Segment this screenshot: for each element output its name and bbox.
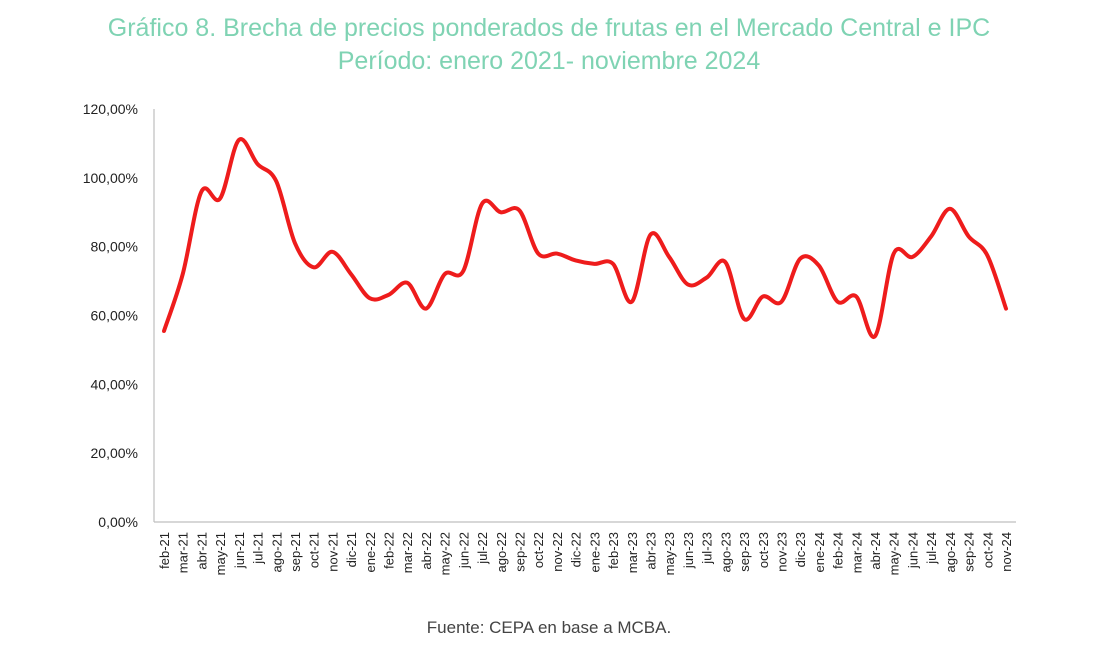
x-tick-label: dic-21 <box>344 532 359 567</box>
x-tick-label: ago-22 <box>494 532 509 572</box>
x-tick-label: mar-24 <box>849 532 864 573</box>
x-tick-label: mar-23 <box>625 532 640 573</box>
x-tick-label: jul-24 <box>924 532 939 565</box>
y-tick-label: 120,00% <box>83 101 138 117</box>
x-tick-label: dic-22 <box>569 532 584 567</box>
x-tick-label: abr-24 <box>868 532 883 570</box>
x-tick-label: feb-21 <box>157 532 172 569</box>
x-tick-label: oct-21 <box>307 532 322 568</box>
x-tick-label: may-23 <box>662 532 677 575</box>
x-tick-label: abr-21 <box>194 532 209 570</box>
x-tick-label: feb-24 <box>831 532 846 569</box>
y-tick-labels: 0,00% 20,00% 40,00% 60,00% 80,00% 100,00% 120,… <box>83 101 138 530</box>
x-tick-label: ago-23 <box>718 532 733 572</box>
x-tick-label: sep-24 <box>962 532 977 572</box>
x-tick-label: ago-21 <box>269 532 284 572</box>
x-tick-label: ene-22 <box>363 532 378 572</box>
x-tick-label: ene-23 <box>587 532 602 572</box>
x-tick-label: jun-22 <box>456 532 471 569</box>
x-tick-label: jun-23 <box>681 532 696 569</box>
x-tick-label: ene-24 <box>812 532 827 572</box>
x-tick-label: jul-23 <box>700 532 715 565</box>
x-tick-label: mar-22 <box>400 532 415 573</box>
source-note: Fuente: CEPA en base a MCBA. <box>426 618 672 637</box>
x-tick-label: oct-22 <box>531 532 546 568</box>
chart-title: Gráfico 8. Brecha de precios ponderados … <box>107 14 991 42</box>
x-tick-label: nov-21 <box>325 532 340 572</box>
y-tick-label: 20,00% <box>91 445 138 461</box>
x-tick-label: feb-22 <box>382 532 397 569</box>
x-tick-label: ago-24 <box>943 532 958 572</box>
x-tick-labels: feb-21 mar-21 abr-21 may-21 jun-21 jul-21 ago-… <box>157 532 1014 575</box>
x-tick-label: nov-24 <box>999 532 1014 572</box>
x-tick-label: jun-21 <box>232 532 247 569</box>
x-tick-label: may-22 <box>438 532 453 575</box>
x-tick-label: sep-23 <box>737 532 752 572</box>
y-tick-label: 100,00% <box>83 170 138 186</box>
chart-subtitle: Período: enero 2021- noviembre 2024 <box>337 47 761 75</box>
series-line <box>162 137 1008 339</box>
x-tick-label: jul-21 <box>251 532 266 565</box>
x-tick-label: abr-23 <box>643 532 658 570</box>
y-tick-label: 80,00% <box>91 239 138 255</box>
x-tick-label: oct-23 <box>756 532 771 568</box>
y-tick-label: 0,00% <box>98 514 138 530</box>
y-tick-label: 60,00% <box>91 308 138 324</box>
x-tick-label: nov-22 <box>550 532 565 572</box>
x-tick-label: dic-23 <box>793 532 808 567</box>
x-tick-label: sep-22 <box>513 532 528 572</box>
x-tick-label: may-24 <box>887 532 902 575</box>
x-tick-label: jul-22 <box>475 532 490 565</box>
x-tick-label: may-21 <box>213 532 228 575</box>
x-tick-label: mar-21 <box>176 532 191 573</box>
x-tick-label: sep-21 <box>288 532 303 572</box>
x-tick-label: nov-23 <box>774 532 789 572</box>
x-tick-label: oct-24 <box>980 532 995 568</box>
x-tick-label: jun-24 <box>905 532 920 569</box>
y-tick-label: 40,00% <box>91 376 138 392</box>
x-tick-label: feb-23 <box>606 532 621 569</box>
x-tick-label: abr-22 <box>419 532 434 570</box>
